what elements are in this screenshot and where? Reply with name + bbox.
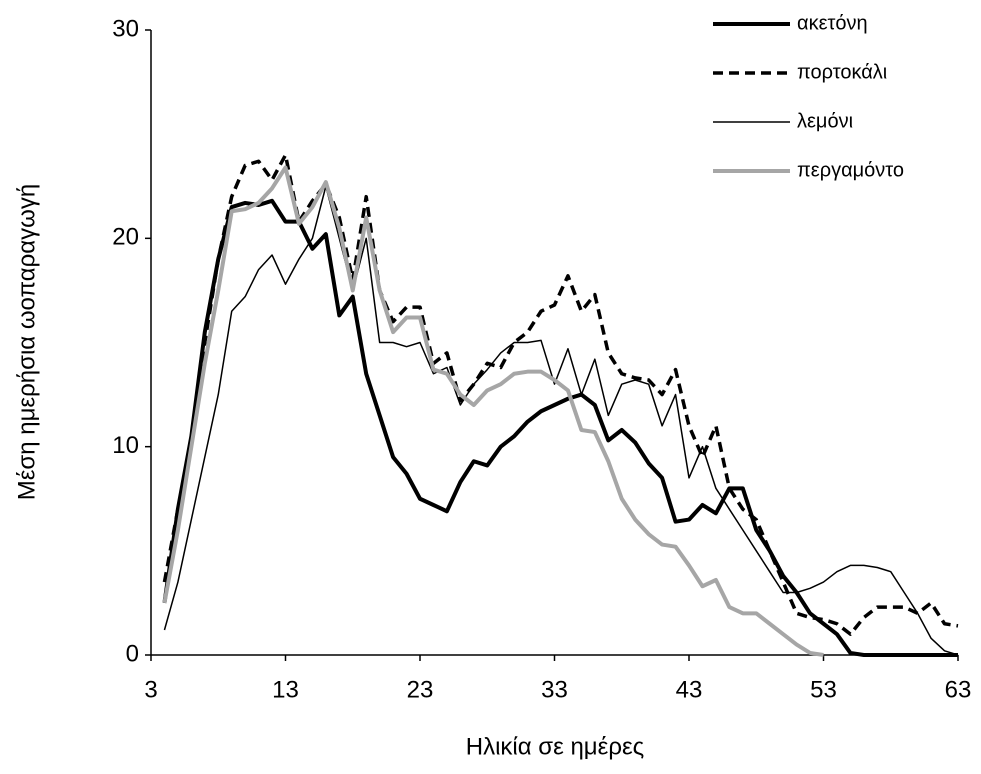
- x-tick-label: 43: [676, 676, 703, 703]
- x-tick-label: 53: [810, 676, 837, 703]
- x-tick-label: 63: [945, 676, 972, 703]
- y-tick-label: 20: [112, 224, 139, 251]
- x-tick-label: 23: [407, 676, 434, 703]
- series-line: [162, 153, 959, 636]
- x-tick-label: 13: [272, 676, 299, 703]
- x-tick-label: 33: [541, 676, 568, 703]
- series-line: [162, 198, 958, 657]
- y-tick-label: 10: [112, 432, 139, 459]
- y-axis-label: Μέση ημερήσια ωοπαραγωγή: [13, 184, 40, 501]
- x-tick-label: 3: [144, 676, 157, 703]
- x-axis-label: Ηλικία σε ημέρες: [466, 733, 645, 760]
- y-tick-label: 30: [112, 15, 139, 42]
- y-tick-label: 0: [126, 640, 139, 667]
- legend-label: ακετόνη: [797, 12, 868, 34]
- series-line: [162, 165, 824, 657]
- legend-label: πορτοκάλι: [797, 61, 887, 83]
- legend-label: λεμόνι: [797, 110, 853, 132]
- legend-label: περγαμόντο: [797, 159, 904, 181]
- series-line: [163, 185, 959, 656]
